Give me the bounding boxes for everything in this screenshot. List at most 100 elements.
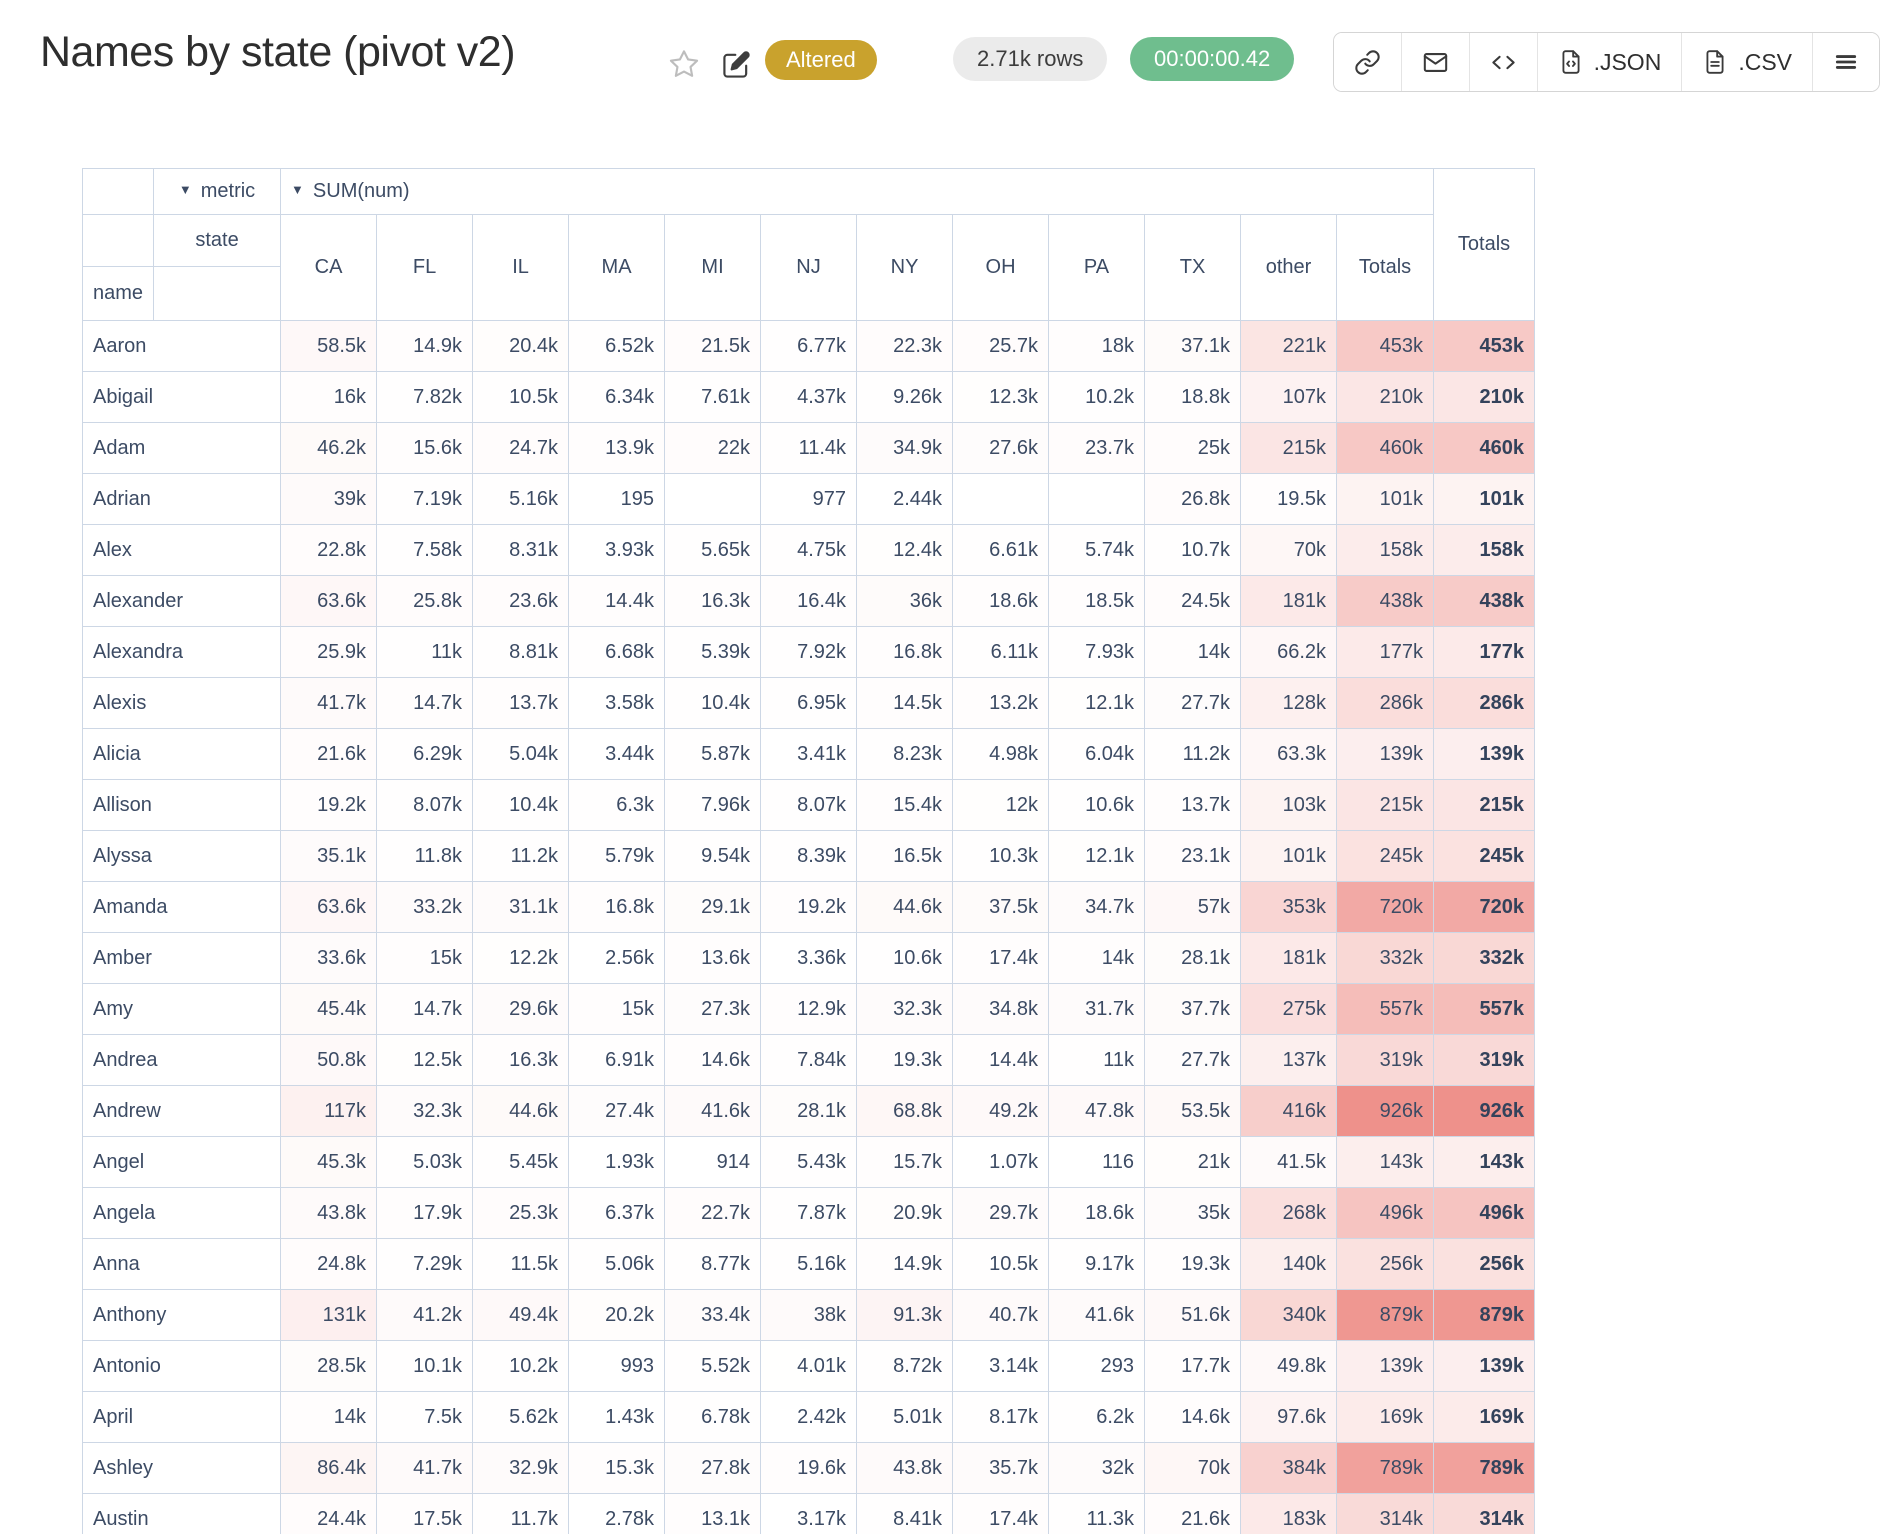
- metric-dropdown[interactable]: ▼ metric: [153, 168, 282, 215]
- value-cell: 38k: [760, 1289, 858, 1341]
- table-row: Alyssa 35.1k 11.8k 11.2k 5.79k 9.54k 8.39k 16.5…: [82, 830, 1536, 882]
- value-cell: 14.9k: [856, 1238, 954, 1290]
- menu-icon: [1833, 49, 1859, 75]
- table-row: Austin 24.4k 17.5k 11.7k 2.78k 13.1k 3.17k 8.41…: [82, 1493, 1536, 1534]
- value-cell: 32.9k: [472, 1442, 570, 1494]
- favorite-star-icon[interactable]: [668, 48, 700, 80]
- value-cell: 5.16k: [472, 473, 570, 525]
- value-cell: 27.8k: [664, 1442, 762, 1494]
- value-cell: 11.2k: [1144, 728, 1242, 780]
- value-cell: 1.43k: [568, 1391, 666, 1443]
- row-total-cell: 169k: [1336, 1391, 1435, 1443]
- value-cell: 14.9k: [376, 320, 474, 372]
- column-header-ma: MA: [568, 214, 666, 321]
- column-header-totals: Totals: [1336, 214, 1435, 321]
- value-cell: 46.2k: [280, 422, 378, 474]
- embed-code-button[interactable]: [1468, 33, 1537, 91]
- row-total-cell: 332k: [1336, 932, 1435, 984]
- value-cell: 22.3k: [856, 320, 954, 372]
- grand-total-cell: 286k: [1433, 677, 1536, 729]
- value-cell: 5.16k: [760, 1238, 858, 1290]
- value-cell: 17.4k: [952, 1493, 1050, 1534]
- column-header-ny: NY: [856, 214, 954, 321]
- value-cell: 57k: [1144, 881, 1242, 933]
- value-cell: 7.5k: [376, 1391, 474, 1443]
- value-cell: 41.2k: [376, 1289, 474, 1341]
- value-cell: 181k: [1240, 575, 1338, 627]
- value-cell: 215k: [1240, 422, 1338, 474]
- value-cell: 5.03k: [376, 1136, 474, 1188]
- value-cell: 15.4k: [856, 779, 954, 831]
- value-cell: 3.44k: [568, 728, 666, 780]
- value-cell: 384k: [1240, 1442, 1338, 1494]
- value-cell: 3.17k: [760, 1493, 858, 1534]
- value-cell: 35.7k: [952, 1442, 1050, 1494]
- value-cell: 27.7k: [1144, 677, 1242, 729]
- grand-total-cell: 926k: [1433, 1085, 1536, 1137]
- column-header-pa: PA: [1048, 214, 1146, 321]
- grand-total-cell: 438k: [1433, 575, 1536, 627]
- value-cell: 29.6k: [472, 983, 570, 1035]
- share-link-button[interactable]: [1333, 33, 1401, 91]
- value-cell: 37.7k: [1144, 983, 1242, 1035]
- value-cell: 13.9k: [568, 422, 666, 474]
- row-label: Adrian: [82, 473, 282, 525]
- value-cell: 24.8k: [280, 1238, 378, 1290]
- row-label: Andrea: [82, 1034, 282, 1086]
- more-menu-button[interactable]: [1812, 33, 1879, 91]
- value-cell: 2.78k: [568, 1493, 666, 1534]
- email-button[interactable]: [1400, 33, 1469, 91]
- table-row: Alexis 41.7k 14.7k 13.7k 3.58k 10.4k 6.95k 14.5…: [82, 677, 1536, 729]
- value-cell: 1.93k: [568, 1136, 666, 1188]
- value-cell: 16.3k: [472, 1034, 570, 1086]
- dropdown-arrow-icon: ▼: [178, 182, 192, 197]
- download-csv-button[interactable]: .CSV: [1681, 33, 1812, 91]
- value-cell: 12.2k: [472, 932, 570, 984]
- value-cell: 16.4k: [760, 575, 858, 627]
- edit-icon[interactable]: [722, 50, 751, 79]
- aggregator-dropdown[interactable]: ▼ SUM(num): [280, 168, 1435, 215]
- mail-icon: [1422, 49, 1449, 76]
- value-cell: 25.8k: [376, 575, 474, 627]
- value-cell: 8.81k: [472, 626, 570, 678]
- value-cell: 15.3k: [568, 1442, 666, 1494]
- value-cell: 33.4k: [664, 1289, 762, 1341]
- value-cell: 13.6k: [664, 932, 762, 984]
- value-cell: 7.58k: [376, 524, 474, 576]
- value-cell: 19.2k: [280, 779, 378, 831]
- value-cell: 33.6k: [280, 932, 378, 984]
- value-cell: 43.8k: [280, 1187, 378, 1239]
- table-row: Allison 19.2k 8.07k 10.4k 6.3k 7.96k 8.07k 15.4…: [82, 779, 1536, 831]
- value-cell: 27.3k: [664, 983, 762, 1035]
- value-cell: 5.06k: [568, 1238, 666, 1290]
- value-cell: 107k: [1240, 371, 1338, 423]
- value-cell: 6.37k: [568, 1187, 666, 1239]
- link-icon: [1354, 49, 1381, 76]
- value-cell: 5.43k: [760, 1136, 858, 1188]
- value-cell: 47.8k: [1048, 1085, 1146, 1137]
- value-cell: 14.4k: [568, 575, 666, 627]
- value-cell: 8.41k: [856, 1493, 954, 1534]
- value-cell: 18.8k: [1144, 371, 1242, 423]
- value-cell: 40.7k: [952, 1289, 1050, 1341]
- value-cell: 416k: [1240, 1085, 1338, 1137]
- download-json-button[interactable]: .JSON: [1536, 33, 1682, 91]
- value-cell: 34.8k: [952, 983, 1050, 1035]
- value-cell: 14k: [280, 1391, 378, 1443]
- value-cell: 49.8k: [1240, 1340, 1338, 1392]
- value-cell: 23.6k: [472, 575, 570, 627]
- value-cell: 12.9k: [760, 983, 858, 1035]
- value-cell: 21.6k: [280, 728, 378, 780]
- grand-total-cell: 314k: [1433, 1493, 1536, 1534]
- value-cell: 35k: [1144, 1187, 1242, 1239]
- value-cell: 51.6k: [1144, 1289, 1242, 1341]
- row-total-cell: 177k: [1336, 626, 1435, 678]
- value-cell: 66.2k: [1240, 626, 1338, 678]
- value-cell: 39k: [280, 473, 378, 525]
- value-cell: 34.7k: [1048, 881, 1146, 933]
- value-cell: 4.98k: [952, 728, 1050, 780]
- value-cell: 35.1k: [280, 830, 378, 882]
- value-cell: 18.6k: [952, 575, 1050, 627]
- value-cell: 14.6k: [1144, 1391, 1242, 1443]
- csv-button-label: .CSV: [1738, 48, 1792, 75]
